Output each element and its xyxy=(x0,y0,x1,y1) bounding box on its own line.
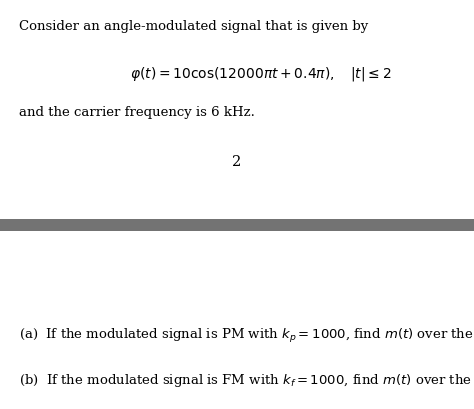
Text: $\varphi(t) = 10\cos(12000\pi t + 0.4\pi),\quad |t| \leq 2$: $\varphi(t) = 10\cos(12000\pi t + 0.4\pi… xyxy=(130,65,392,83)
Text: 2: 2 xyxy=(232,155,242,169)
Text: (a)  If the modulated signal is PM with $k_p = 1000$, find $m(t)$ over the inter: (a) If the modulated signal is PM with $… xyxy=(19,327,474,345)
Text: and the carrier frequency is 6 kHz.: and the carrier frequency is 6 kHz. xyxy=(19,106,255,119)
Bar xyxy=(0,219,474,231)
Text: (b)  If the modulated signal is FM with $k_f = 1000$, find $m(t)$ over the inter: (b) If the modulated signal is FM with $… xyxy=(19,372,474,389)
Text: Consider an angle-modulated signal that is given by: Consider an angle-modulated signal that … xyxy=(19,20,368,34)
